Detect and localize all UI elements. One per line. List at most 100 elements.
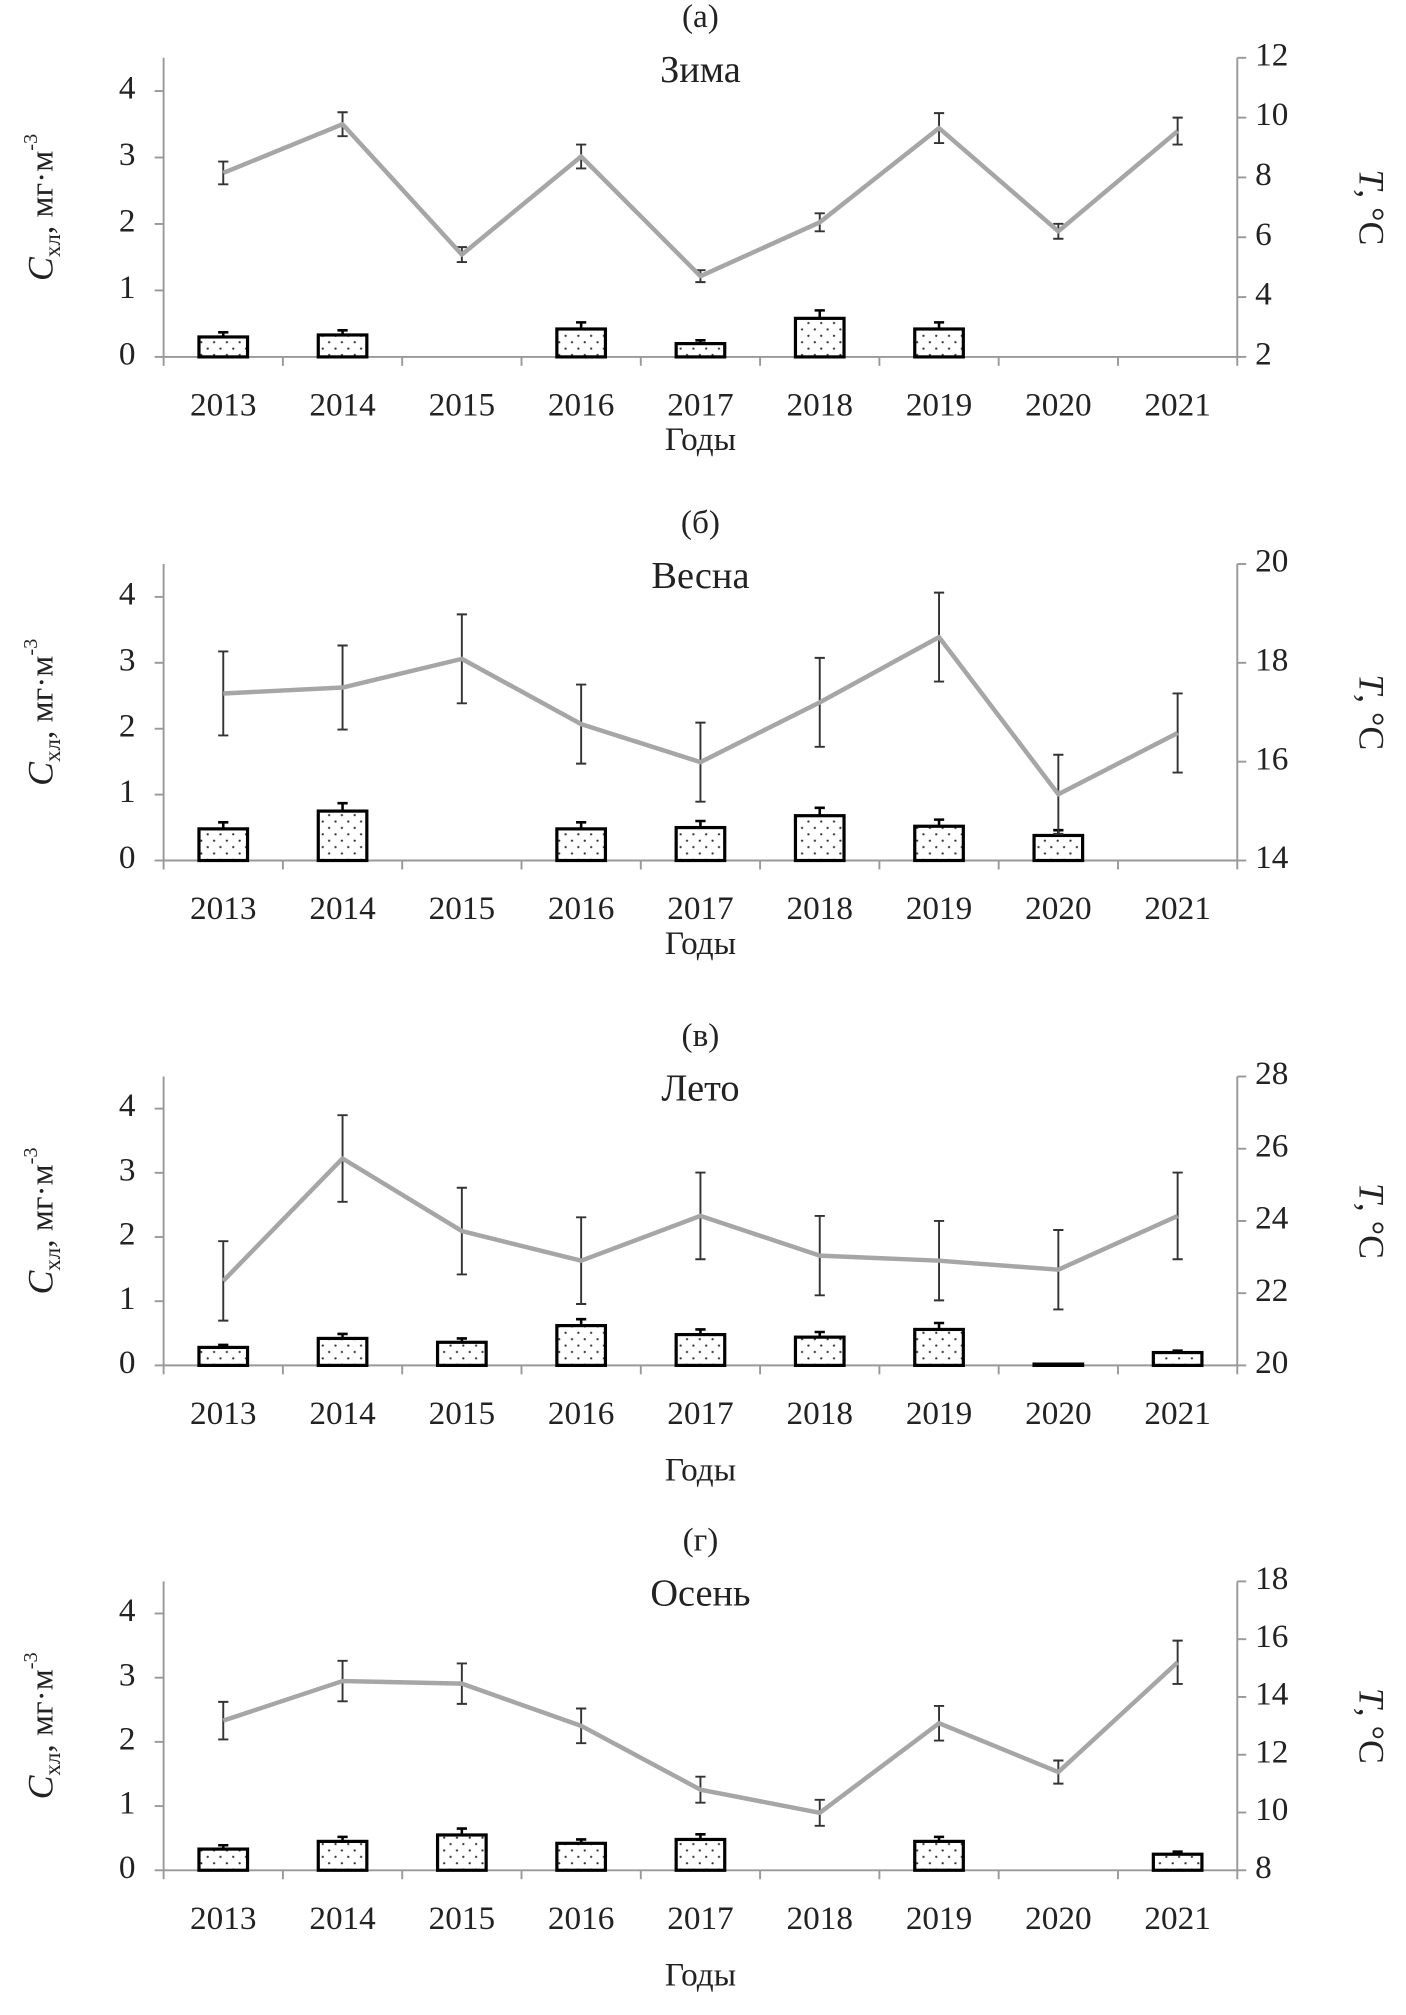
x-tick-label: 2021 <box>1144 890 1210 927</box>
y-tick-label: 2 <box>119 1216 136 1253</box>
y2-tick-label: 22 <box>1255 1272 1288 1309</box>
x-tick-label: 2014 <box>309 890 376 927</box>
y2-tick-label: 14 <box>1255 839 1289 876</box>
y-tick-label: 1 <box>119 773 136 810</box>
bar <box>1032 833 1085 863</box>
y-axis-label: Cхл, мг·м-3 <box>20 639 66 786</box>
y-tick-label: 3 <box>119 1151 136 1188</box>
y-tick-label: 4 <box>119 1592 136 1629</box>
bar <box>435 1833 488 1872</box>
bar <box>913 1327 965 1367</box>
x-tick-label: 2014 <box>309 387 376 424</box>
x-tick-label: 2019 <box>906 387 972 424</box>
bar <box>197 335 250 359</box>
y-tick-label: 2 <box>119 203 136 240</box>
y2-tick-label: 16 <box>1255 1618 1288 1655</box>
y-tick-label: 3 <box>119 136 136 173</box>
error-bar <box>1172 1639 1183 1685</box>
bar <box>197 1847 250 1872</box>
error-bar <box>695 819 706 828</box>
x-tick-label: 2017 <box>667 387 733 424</box>
y2-tick-label: 18 <box>1255 1560 1288 1597</box>
y2-tick-label: 26 <box>1255 1127 1288 1164</box>
bar <box>435 1340 488 1367</box>
error-bar <box>814 309 825 319</box>
x-tick-label: 2017 <box>667 1395 733 1432</box>
y2-tick-label: 4 <box>1255 276 1272 313</box>
x-tick-label: 2015 <box>429 890 495 927</box>
panel-label: (б) <box>681 504 720 541</box>
bar <box>913 1839 965 1872</box>
y-tick-label: 3 <box>119 641 136 678</box>
panel-label: (в) <box>682 1017 720 1054</box>
bar <box>793 814 846 863</box>
error-bar <box>814 1330 825 1338</box>
chart-title: Осень <box>650 1573 750 1615</box>
error-bar <box>933 321 945 329</box>
y-axis-label: Cхл, мг·м-3 <box>20 1652 66 1799</box>
error-bar <box>1172 1850 1183 1855</box>
bar <box>913 824 965 863</box>
x-tick-label: 2019 <box>906 890 972 927</box>
y-tick-label: 3 <box>119 1656 136 1693</box>
x-tick-label: 2016 <box>548 1395 614 1432</box>
error-bar <box>576 1838 587 1844</box>
x-tick-label: 2021 <box>1144 1900 1210 1937</box>
x-axis-label: Годы <box>665 1451 736 1488</box>
y-label-symbol: C <box>21 1270 61 1295</box>
error-bar <box>337 1332 348 1339</box>
bar <box>674 825 727 863</box>
x-tick-label: 2018 <box>787 387 853 424</box>
line <box>222 121 1180 279</box>
line <box>222 1660 1180 1816</box>
x-tick-label: 2020 <box>1025 387 1091 424</box>
x-tick-label: 2015 <box>429 387 495 424</box>
x-tick-label: 2014 <box>309 1395 376 1432</box>
y2-tick-label: 12 <box>1255 36 1288 73</box>
y-label-symbol: C <box>21 256 61 281</box>
bar <box>197 1345 250 1367</box>
y2-tick-label: 8 <box>1255 1849 1272 1886</box>
y-tick-label: 1 <box>119 269 136 306</box>
y2-axis-label: T, °С <box>1351 1688 1391 1764</box>
y2-tick-label: 12 <box>1255 1733 1288 1770</box>
y-label-superscript: -3 <box>20 134 42 151</box>
error-bar <box>576 821 587 829</box>
y-tick-label: 4 <box>119 1087 136 1124</box>
y-axis-label: Cхл, мг·м-3 <box>20 1147 66 1294</box>
error-bar <box>933 1835 945 1842</box>
y2-label-symbol: T <box>1351 169 1391 191</box>
bar <box>555 827 608 863</box>
x-tick-label: 2013 <box>190 387 256 424</box>
y-label-unit: , мг·м <box>23 656 60 739</box>
x-tick-label: 2017 <box>667 890 733 927</box>
x-tick-label: 2019 <box>906 1395 972 1432</box>
y-axis-label: Cхл, мг·м-3 <box>20 134 66 281</box>
chart-title: Лето <box>661 1068 739 1110</box>
y-label-superscript: -3 <box>20 639 42 656</box>
x-axis-label: Годы <box>665 925 736 962</box>
y2-label-unit: , °С <box>1351 189 1391 245</box>
y-label-subscript: хл <box>40 1753 65 1776</box>
y2-tick-label: 14 <box>1255 1676 1289 1713</box>
x-tick-label: 2016 <box>548 890 614 927</box>
y-tick-label: 0 <box>119 839 136 876</box>
y-label-superscript: -3 <box>20 1652 42 1669</box>
y-label-subscript: хл <box>40 234 65 257</box>
y-tick-label: 2 <box>119 1721 136 1758</box>
y2-tick-label: 10 <box>1255 96 1288 133</box>
y-tick-label: 0 <box>119 1344 136 1381</box>
panel-label: (г) <box>683 1522 719 1559</box>
y2-tick-label: 20 <box>1255 543 1288 580</box>
y2-tick-label: 28 <box>1255 1055 1288 1092</box>
y2-tick-label: 16 <box>1255 740 1288 777</box>
error-bar <box>576 1317 587 1326</box>
line <box>221 1156 1179 1283</box>
bar <box>1151 1852 1204 1872</box>
bar <box>316 809 369 863</box>
bar <box>316 1839 369 1872</box>
x-tick-label: 2020 <box>1025 1900 1091 1937</box>
x-axis-label: Годы <box>665 421 736 458</box>
